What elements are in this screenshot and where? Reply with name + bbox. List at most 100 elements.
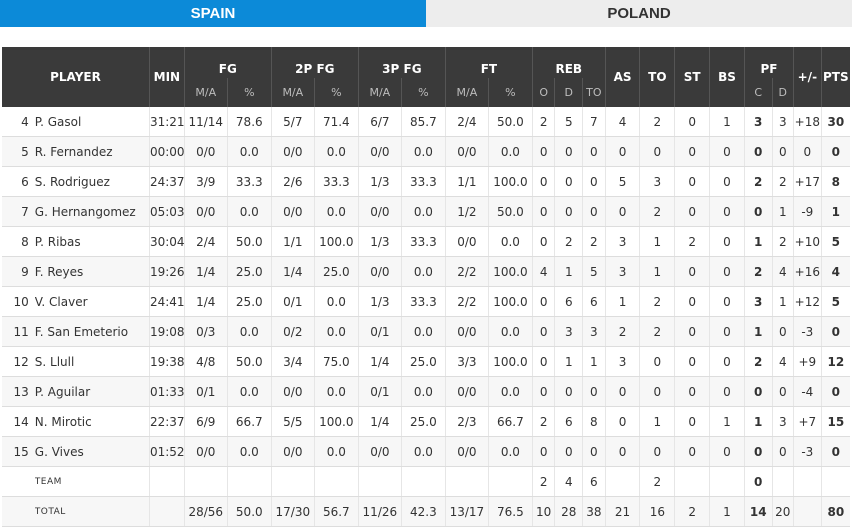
- player-row: 12 S. Llull 19:38 4/8 50.0 3/4 75.0 1/4 25.0 3/3 1…: [2, 346, 850, 377]
- fouls-committed: 0: [743, 196, 773, 227]
- reb-defensive: 0: [554, 376, 583, 407]
- fg-pct: 0.0: [226, 436, 272, 467]
- header-2p-fg: 2P FG: [270, 47, 359, 78]
- ft-made-attempted: 2/2: [444, 286, 489, 317]
- fouls-drawn: 0: [771, 376, 794, 407]
- fg-made-attempted: 0/0: [183, 196, 228, 227]
- fg2-made-attempted: 0/1: [270, 286, 315, 317]
- team-to: 2: [639, 466, 675, 497]
- total-bs: 1: [709, 496, 745, 527]
- reb-defensive: 0: [554, 136, 583, 167]
- tab-spain[interactable]: SPAIN: [0, 0, 426, 27]
- reb-offensive: 0: [531, 166, 555, 197]
- turnovers: 1: [639, 226, 675, 257]
- player-number: 12: [2, 346, 35, 377]
- ft-made-attempted: 0/0: [444, 436, 489, 467]
- player-min: 24:41: [148, 286, 185, 317]
- steals: 0: [674, 436, 710, 467]
- fouls-drawn: 0: [771, 436, 794, 467]
- reb-total: 6: [582, 286, 606, 317]
- header-min: MIN: [148, 47, 185, 107]
- header-reb-to: TO: [582, 78, 606, 107]
- header-3p-fg: 3P FG: [357, 47, 446, 78]
- blocks: 0: [709, 376, 745, 407]
- turnovers: 2: [639, 316, 675, 347]
- steals: 0: [674, 107, 710, 137]
- fouls-committed: 1: [743, 406, 773, 437]
- fg-pct: 0.0: [226, 316, 272, 347]
- player-number: 8: [2, 226, 35, 257]
- player-number: 13: [2, 376, 35, 407]
- fouls-drawn: 1: [771, 196, 794, 227]
- total-st: 2: [674, 496, 710, 527]
- reb-defensive: 3: [554, 316, 583, 347]
- fg3-made-attempted: 0/0: [357, 196, 402, 227]
- team-pf-c: 0: [743, 466, 773, 497]
- total-pf-d: 20: [771, 496, 794, 527]
- blocks: 0: [709, 436, 745, 467]
- reb-total: 5: [582, 256, 606, 287]
- fg3-made-attempted: 1/3: [357, 226, 402, 257]
- ft-made-attempted: 2/3: [444, 406, 489, 437]
- total-label: TOTAL: [34, 496, 150, 527]
- box-score-table: PLAYER MIN FG 2P FG 3P FG FT REB AS TO S…: [2, 47, 850, 527]
- steals: 2: [674, 226, 710, 257]
- fg3-pct: 0.0: [400, 316, 446, 347]
- fg2-made-attempted: 0/0: [270, 196, 315, 227]
- reb-offensive: 0: [531, 436, 555, 467]
- total-fg-pct: 50.0: [226, 496, 272, 527]
- player-row: 11 F. San Emeterio 19:08 0/3 0.0 0/2 0.0 0/1 0.0…: [2, 316, 850, 347]
- player-name: S. Llull: [34, 346, 150, 377]
- assists: 1: [604, 286, 640, 317]
- reb-offensive: 0: [531, 346, 555, 377]
- fouls-drawn: 3: [771, 107, 794, 137]
- header-pf-c: C: [743, 78, 773, 107]
- assists: 5: [604, 166, 640, 197]
- ft-made-attempted: 0/0: [444, 226, 489, 257]
- fg-pct: 50.0: [226, 226, 272, 257]
- plus-minus: +17: [793, 166, 822, 197]
- team-reb-to: 6: [582, 466, 606, 497]
- reb-total: 3: [582, 316, 606, 347]
- plus-minus: 0: [793, 136, 822, 167]
- player-min: 31:21: [148, 107, 185, 137]
- blocks: 0: [709, 166, 745, 197]
- total-as: 21: [604, 496, 640, 527]
- fg2-pct: 75.0: [313, 346, 359, 377]
- plus-minus: +12: [793, 286, 822, 317]
- fg2-made-attempted: 3/4: [270, 346, 315, 377]
- fg-made-attempted: 0/0: [183, 436, 228, 467]
- fg-pct: 25.0: [226, 256, 272, 287]
- ft-pct: 0.0: [487, 136, 533, 167]
- reb-defensive: 5: [554, 107, 583, 137]
- tab-poland[interactable]: POLAND: [426, 0, 852, 27]
- header-ft-pct: %: [487, 78, 533, 107]
- blocks: 0: [709, 316, 745, 347]
- player-min: 01:33: [148, 376, 185, 407]
- assists: 3: [604, 256, 640, 287]
- reb-offensive: 2: [531, 107, 555, 137]
- fg2-pct: 33.3: [313, 166, 359, 197]
- reb-defensive: 6: [554, 406, 583, 437]
- fg-made-attempted: 6/9: [183, 406, 228, 437]
- header-3p-pct: %: [400, 78, 446, 107]
- total-pf-c: 14: [743, 496, 773, 527]
- player-row: 4 P. Gasol 31:21 11/14 78.6 5/7 71.4 6/7 85.7 2/4…: [2, 107, 850, 137]
- header-pf: PF: [743, 47, 794, 78]
- turnovers: 1: [639, 406, 675, 437]
- header-bs: BS: [709, 47, 745, 107]
- header-as: AS: [604, 47, 640, 107]
- reb-total: 0: [582, 166, 606, 197]
- fouls-committed: 0: [743, 436, 773, 467]
- header-fg: FG: [183, 47, 272, 78]
- reb-total: 0: [582, 376, 606, 407]
- turnovers: 3: [639, 166, 675, 197]
- fg3-pct: 0.0: [400, 436, 446, 467]
- player-row: 6 S. Rodriguez 24:37 3/9 33.3 2/6 33.3 1/3 33.3 1…: [2, 166, 850, 197]
- team-label: TEAM: [34, 466, 150, 497]
- fg2-made-attempted: 2/6: [270, 166, 315, 197]
- total-ft-pct: 76.5: [487, 496, 533, 527]
- header-2p-ma: M/A: [270, 78, 315, 107]
- reb-total: 2: [582, 226, 606, 257]
- player-row: 9 F. Reyes 19:26 1/4 25.0 1/4 25.0 0/0 0.0 2/2 100…: [2, 256, 850, 287]
